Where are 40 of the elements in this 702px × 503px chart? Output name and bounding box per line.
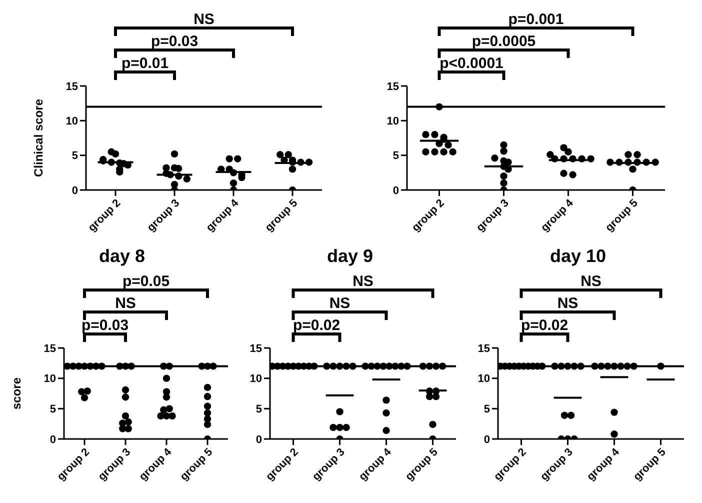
y-tick-label: 0 xyxy=(256,434,262,446)
y-tick-label: 15 xyxy=(44,342,56,355)
y-tick-label: 15 xyxy=(478,342,490,355)
y-tick-label: 15 xyxy=(250,342,262,355)
text: p=0.01 xyxy=(120,55,168,72)
text: p=0.03 xyxy=(81,317,129,334)
y-tick-label: 0 xyxy=(71,184,78,197)
y-tick-label: 5 xyxy=(392,150,398,162)
text: p=0.0005 xyxy=(471,33,536,50)
y-tick-label: 0 xyxy=(484,434,490,446)
chart-title: day 8 xyxy=(98,246,146,268)
text: p=0.05 xyxy=(122,273,170,290)
y-tick-label: 10 xyxy=(65,116,78,128)
text: p=0.001 xyxy=(508,11,564,28)
y-tick-label: 10 xyxy=(250,373,262,386)
text: NS xyxy=(557,295,578,312)
y-tick-label: 0 xyxy=(50,434,56,446)
text: NS xyxy=(193,11,214,28)
y-tick-label: 10 xyxy=(44,373,56,386)
text: p=0.02 xyxy=(520,317,568,334)
chart-title: day 10 xyxy=(548,246,608,268)
y-tick-label: 10 xyxy=(478,373,490,386)
y-tick-label: 5 xyxy=(71,150,78,162)
text: p=0.02 xyxy=(292,317,340,334)
y-tick-label: 0 xyxy=(392,184,398,197)
text: NS xyxy=(329,295,350,312)
chart-title: day 9 xyxy=(326,246,374,268)
y-tick-label: 5 xyxy=(256,404,262,416)
y-axis-title: score xyxy=(9,377,24,410)
y-tick-label: 5 xyxy=(50,404,56,416)
y-tick-label: 5 xyxy=(484,404,490,416)
text: NS xyxy=(580,273,602,290)
text: NS xyxy=(352,273,374,290)
text: NS xyxy=(115,295,136,312)
y-axis-title: Clinical score xyxy=(30,98,45,178)
y-tick-label: 10 xyxy=(386,116,398,128)
y-tick-label: 15 xyxy=(386,80,398,93)
text: p<0.0001 xyxy=(439,55,503,72)
text: p=0.03 xyxy=(150,33,198,50)
y-tick-label: 15 xyxy=(65,80,78,93)
